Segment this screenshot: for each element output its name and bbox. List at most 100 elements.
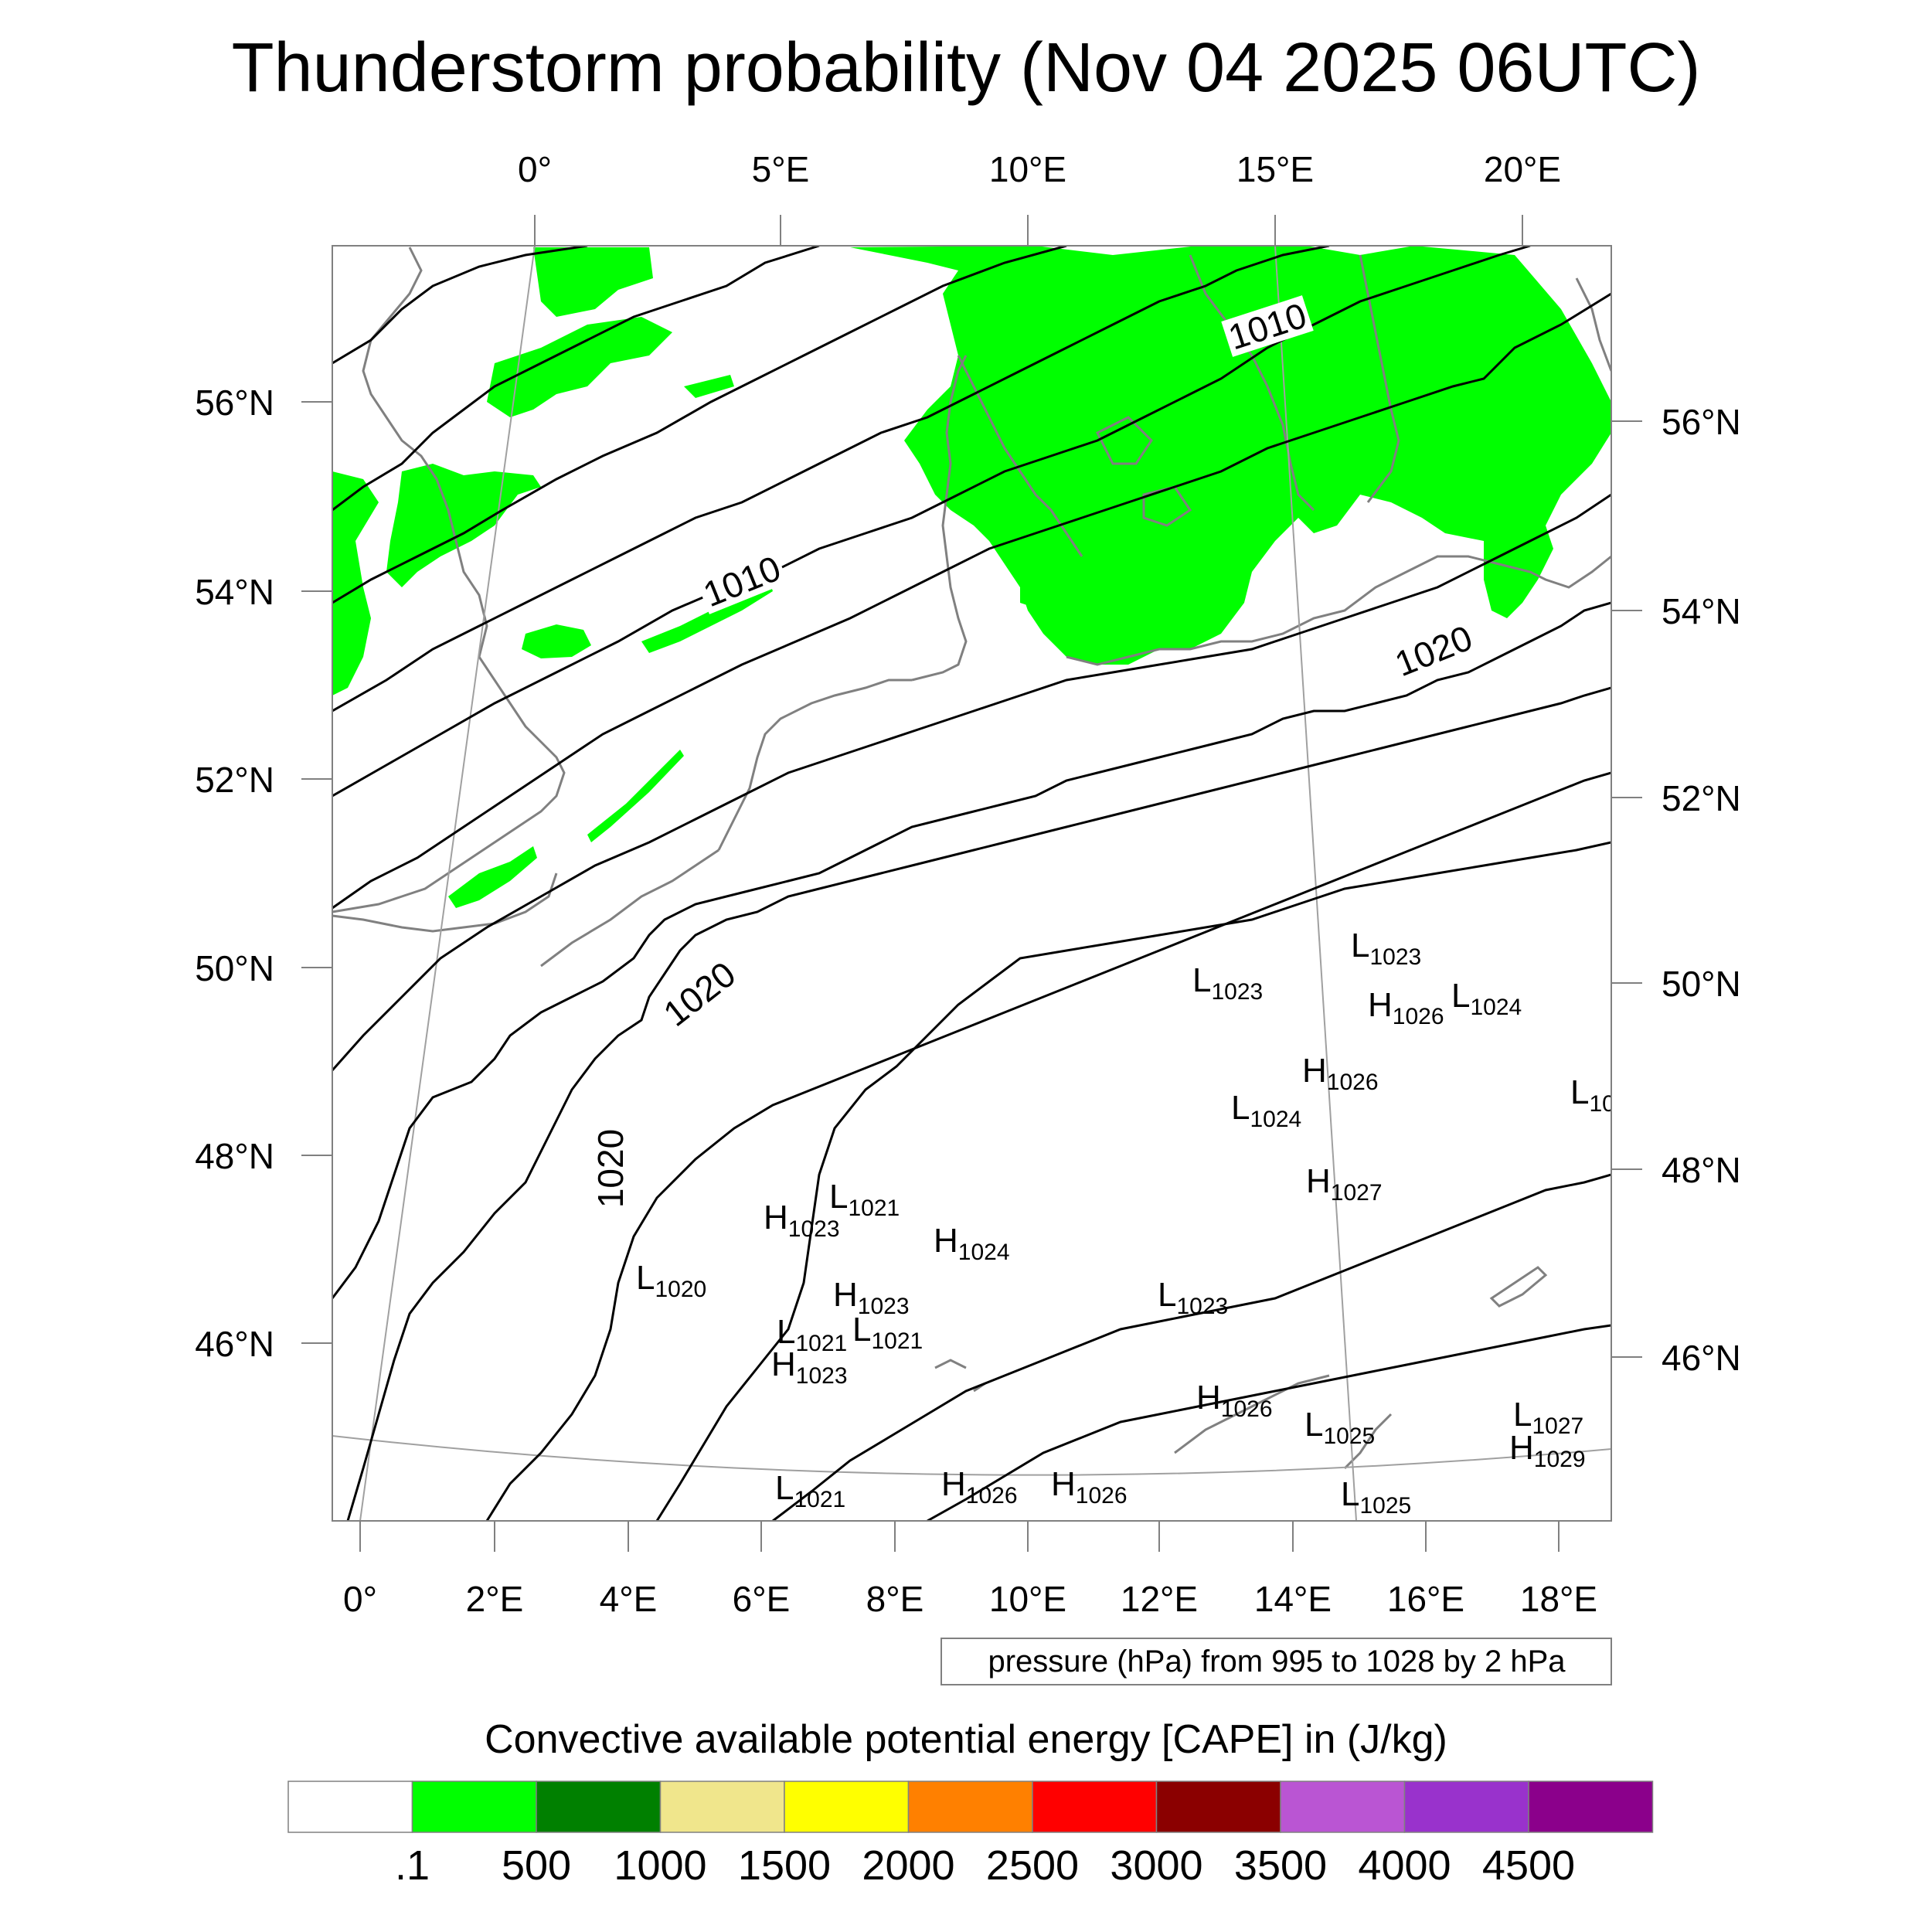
coastline-britain-south <box>332 872 558 933</box>
colorbar-labels: .1 500 1000 1500 2000 2500 3000 3500 4000 4500 <box>395 1842 1575 1889</box>
cape-area-north-sea-band <box>487 317 672 417</box>
colorbar-label: 1000 <box>614 1842 706 1889</box>
pressure-center: H1026 <box>941 1465 1018 1509</box>
colorbar: Convective available potential energy [C… <box>287 1717 1654 1889</box>
cape-area-west-edge <box>332 471 379 696</box>
colorbar-label: 4500 <box>1482 1842 1575 1889</box>
axis-labels-bottom: 0° 2°E 4°E 6°E 8°E 10°E 12°E 14°E 16°E 1… <box>343 1579 1597 1619</box>
coastline-sweden <box>1189 254 1315 512</box>
colorbar-label: 3000 <box>1110 1842 1202 1889</box>
pressure-center: L1023 <box>1351 927 1421 970</box>
colorbar-label: 2500 <box>986 1842 1079 1889</box>
graticule-meridian-15e <box>1274 246 1357 1521</box>
bottom-lon-label: 6°E <box>733 1579 791 1619</box>
colorbar-swatch <box>1280 1781 1406 1833</box>
map-frame <box>332 245 1612 1522</box>
pressure-center: H1029 <box>1509 1429 1586 1472</box>
colorbar-swatch <box>907 1781 1033 1833</box>
pressure-center: H1024 <box>934 1222 1010 1265</box>
isobar-10-1020 <box>485 771 1611 1521</box>
right-lat-label: 56°N <box>1662 402 1741 442</box>
graticule-meridian-0 <box>359 246 536 1521</box>
pressure-center: L1023 <box>1158 1276 1228 1319</box>
right-lat-label: 48°N <box>1662 1150 1741 1190</box>
pressure-center: H1023 <box>764 1199 840 1242</box>
graticule <box>332 246 1611 1521</box>
pressure-center: H1026 <box>1196 1379 1273 1422</box>
coastline-lake-balaton <box>1489 1266 1548 1308</box>
axis-labels-top: 0° 5°E 10°E 15°E 20°E <box>518 149 1561 189</box>
isobar-8-1020 <box>332 601 1611 1299</box>
pressure-center: H1027 <box>1306 1162 1383 1206</box>
pressure-center: L1020 <box>636 1259 706 1302</box>
colorbar-label: 1500 <box>738 1842 831 1889</box>
pressure-center: H1026 <box>1368 986 1444 1029</box>
colorbar-swatch <box>1528 1781 1654 1833</box>
map-panel: 1010 1010 1020 1020 1020 L1023 L1023 H10… <box>332 245 1615 1522</box>
pressure-center: L1027 <box>1513 1396 1583 1439</box>
cape-area-channel-2 <box>448 846 537 908</box>
isobar-6 <box>332 292 1611 910</box>
colorbar-swatch <box>1403 1781 1529 1833</box>
pressure-center: H1026 <box>1302 1052 1379 1095</box>
isobar-3 <box>332 246 1067 604</box>
colorbar-swatch <box>1155 1781 1281 1833</box>
colorbar-swatch <box>659 1781 785 1833</box>
info-box-frame <box>940 1638 1612 1685</box>
left-lat-label: 46°N <box>195 1324 274 1364</box>
cape-area-islands <box>1020 572 1066 611</box>
top-lon-label: 10°E <box>989 149 1066 189</box>
colorbar-title: Convective available potential energy [C… <box>485 1717 1447 1762</box>
top-lon-label: 5°E <box>752 149 810 189</box>
coastline-britain-east <box>332 247 566 913</box>
colorbar-label: 3500 <box>1234 1842 1327 1889</box>
tick-marks <box>301 215 1642 1552</box>
colorbar-label: 4000 <box>1358 1842 1451 1889</box>
bottom-lon-label: 0° <box>343 1579 377 1619</box>
pressure-center: L1021 <box>775 1469 845 1512</box>
pressure-center: H1023 <box>771 1345 848 1389</box>
bottom-lon-label: 16°E <box>1387 1579 1464 1619</box>
isobar-13 <box>927 1324 1611 1521</box>
right-lat-label: 50°N <box>1662 964 1741 1004</box>
cape-areas <box>332 246 1611 908</box>
graticule-parallel-45n <box>332 1435 1611 1476</box>
isobar-2 <box>332 246 820 512</box>
bottom-lon-label: 12°E <box>1121 1579 1198 1619</box>
figure-title: Thunderstorm probability (Nov 04 2025 06… <box>232 29 1701 107</box>
coastline-france-north <box>540 849 719 968</box>
isobar-11-1020 <box>655 841 1611 1521</box>
top-lon-label: 15°E <box>1236 149 1314 189</box>
isobar-5 <box>332 246 1531 798</box>
colorbar-swatch <box>411 1781 537 1833</box>
axis-labels-left: 56°N 54°N 52°N 50°N 48°N 46°N <box>195 383 274 1364</box>
bottom-lon-label: 10°E <box>989 1579 1066 1619</box>
left-lat-label: 50°N <box>195 948 274 988</box>
bottom-lon-label: 2°E <box>466 1579 524 1619</box>
isobar-1 <box>332 246 588 365</box>
left-lat-label: 56°N <box>195 383 274 423</box>
colorbar-swatch <box>784 1781 910 1833</box>
right-lat-label: 52°N <box>1662 778 1741 818</box>
isobar-label-1020-c: 1020 <box>590 1129 631 1208</box>
pressure-center: L10 <box>1570 1073 1615 1117</box>
pressure-center: L1024 <box>1451 977 1522 1020</box>
colorbar-swatch <box>1032 1781 1158 1833</box>
pressure-center: L1021 <box>829 1178 900 1221</box>
isobar-7 <box>332 493 1611 1071</box>
isobars <box>332 246 1611 1521</box>
left-lat-label: 48°N <box>195 1136 274 1176</box>
pressure-centers: L1023 L1023 H1026 L1024 H1026 L1024 L10 … <box>636 927 1615 1519</box>
coastline-adriatic <box>1174 1374 1330 1454</box>
info-box-text: pressure (hPa) from 995 to 1028 by 2 hPa <box>988 1645 1566 1679</box>
right-lat-label: 54°N <box>1662 591 1741 631</box>
bottom-lon-label: 4°E <box>600 1579 658 1619</box>
cape-area-streak <box>587 750 684 842</box>
pressure-center: H1026 <box>1051 1465 1128 1509</box>
pressure-center: L1023 <box>1192 961 1263 1005</box>
left-lat-label: 52°N <box>195 760 274 800</box>
bottom-lon-label: 14°E <box>1254 1579 1332 1619</box>
right-lat-label: 46°N <box>1662 1338 1741 1378</box>
pressure-center: L1021 <box>852 1311 923 1354</box>
left-lat-label: 54°N <box>195 572 274 612</box>
